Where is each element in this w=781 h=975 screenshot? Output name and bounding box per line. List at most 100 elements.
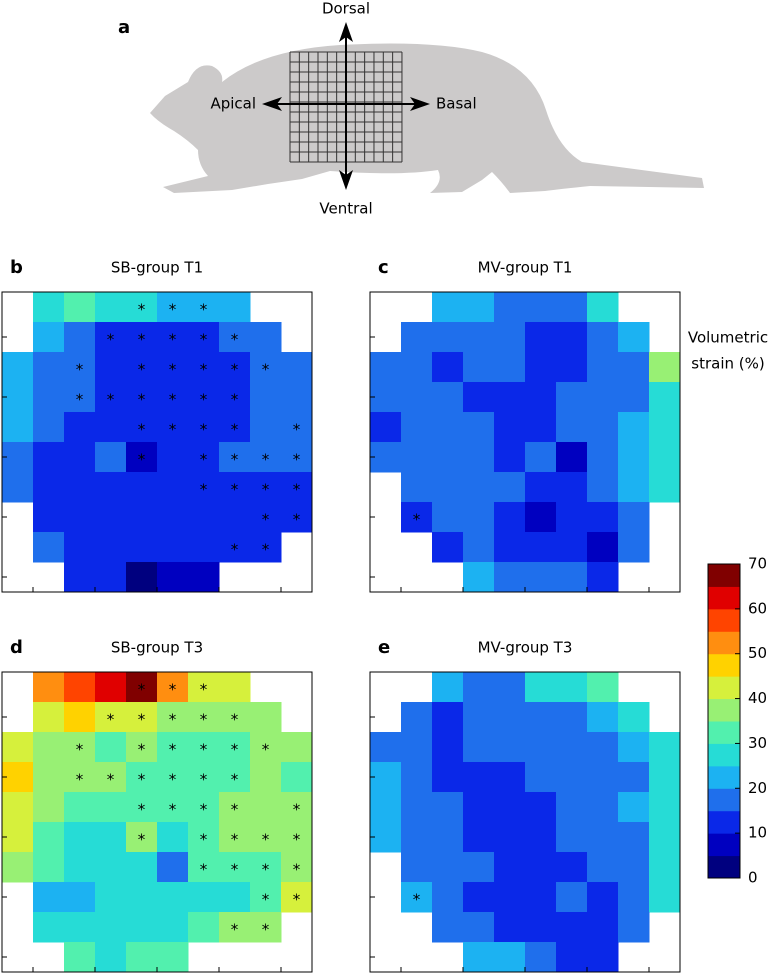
cell [219, 702, 251, 733]
significance-marker: * [169, 421, 177, 439]
cell [525, 292, 557, 323]
cell [494, 502, 526, 533]
cell [219, 472, 251, 503]
cell [587, 672, 619, 703]
cell [618, 702, 650, 733]
cell [281, 852, 313, 883]
cell [587, 442, 619, 473]
cell [556, 442, 588, 473]
cell [587, 942, 619, 973]
cell [281, 732, 313, 763]
cell [157, 472, 189, 503]
cell [463, 442, 495, 473]
cell [432, 502, 464, 533]
cell [463, 292, 495, 323]
colorbar-label: strain (%) [691, 355, 764, 373]
cell [126, 942, 158, 973]
significance-marker: * [200, 301, 208, 319]
cell [33, 412, 65, 443]
cell [556, 352, 588, 383]
cell [649, 472, 681, 503]
cell [157, 732, 189, 763]
significance-marker: * [76, 361, 84, 379]
cell [525, 322, 557, 353]
cell [126, 472, 158, 503]
colorbar-bin [708, 608, 740, 632]
significance-marker: * [231, 421, 239, 439]
cell [95, 412, 127, 443]
cell [525, 412, 557, 443]
panel-label: d [10, 637, 23, 658]
cell [494, 852, 526, 883]
significance-marker: * [262, 541, 270, 559]
cell [281, 442, 313, 473]
colorbar-bin [708, 788, 740, 812]
significance-marker: * [107, 331, 115, 349]
cell [219, 382, 251, 413]
cell [525, 532, 557, 563]
cell [401, 882, 433, 913]
cell [188, 702, 220, 733]
cell [219, 412, 251, 443]
cell [250, 532, 282, 563]
cell [401, 792, 433, 823]
cell [126, 442, 158, 473]
cell [432, 382, 464, 413]
cell [219, 822, 251, 853]
cell [649, 442, 681, 473]
cell [157, 792, 189, 823]
cell [157, 882, 189, 913]
cell [587, 732, 619, 763]
cell [95, 472, 127, 503]
cell [157, 762, 189, 793]
significance-marker: * [262, 451, 270, 469]
cell [649, 732, 681, 763]
cell [525, 762, 557, 793]
cell [432, 412, 464, 443]
cell [494, 732, 526, 763]
cell [95, 912, 127, 943]
cell [95, 352, 127, 383]
cell [64, 442, 96, 473]
cell [432, 882, 464, 913]
cell [556, 912, 588, 943]
cell [250, 702, 282, 733]
cell [33, 472, 65, 503]
colorbar-tick-label: 70 [748, 555, 767, 573]
significance-marker: * [200, 361, 208, 379]
cell [95, 502, 127, 533]
cell [649, 412, 681, 443]
basal-label: Basal [436, 95, 477, 113]
cell [432, 852, 464, 883]
cell [432, 792, 464, 823]
cell [281, 502, 313, 533]
cell [494, 792, 526, 823]
cell [556, 882, 588, 913]
significance-marker: * [138, 301, 146, 319]
significance-marker: * [138, 421, 146, 439]
cell [126, 412, 158, 443]
cell [33, 702, 65, 733]
chart-title: SB-group T3 [111, 639, 203, 657]
significance-marker: * [231, 451, 239, 469]
significance-marker: * [231, 861, 239, 879]
cell [587, 882, 619, 913]
cell [95, 732, 127, 763]
significance-marker: * [293, 831, 301, 849]
significance-marker: * [413, 511, 421, 529]
cell [432, 822, 464, 853]
rat-silhouette [150, 43, 704, 193]
cell [33, 442, 65, 473]
panel-label: c [378, 257, 389, 278]
cell [157, 822, 189, 853]
cell [494, 442, 526, 473]
cell [188, 352, 220, 383]
significance-marker: * [200, 711, 208, 729]
cell [494, 532, 526, 563]
cell [250, 352, 282, 383]
cell [157, 412, 189, 443]
significance-marker: * [231, 771, 239, 789]
cell [494, 382, 526, 413]
significance-marker: * [200, 421, 208, 439]
